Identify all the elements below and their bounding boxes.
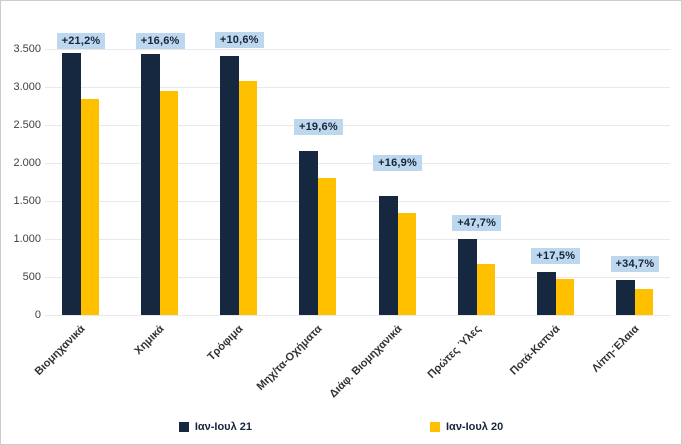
pct-change-badge: +17,5% — [531, 248, 581, 265]
legend-label-jan-jul-21: Ιαν-Ιουλ 21 — [194, 421, 252, 433]
grid-line — [45, 315, 670, 316]
bar-jan-jul-21 — [457, 239, 477, 315]
bar-jan-jul-21 — [141, 54, 161, 315]
bar-jan-jul-20 — [81, 98, 99, 315]
bar-jan-jul-20 — [239, 80, 258, 315]
y-axis-tick-label: 3.000 — [13, 81, 41, 93]
y-axis-tick-label: 3.500 — [13, 43, 41, 55]
bar-jan-jul-21 — [62, 52, 81, 315]
grid-line — [45, 125, 670, 126]
bar-jan-jul-21 — [615, 280, 635, 315]
bar-jan-jul-20 — [397, 212, 416, 315]
y-axis-tick-label: 1.000 — [13, 233, 41, 245]
legend-label-jan-jul-20: Ιαν-Ιουλ 20 — [446, 421, 504, 433]
pct-change-badge: +21,2% — [56, 32, 106, 49]
bar-jan-jul-20 — [634, 289, 653, 315]
pct-change-badge-wrap: +16,9% — [338, 153, 458, 171]
bar-jan-jul-20 — [476, 263, 495, 315]
grid-line — [45, 87, 670, 88]
grid-line — [45, 201, 670, 202]
pct-change-badge-wrap: +34,7% — [575, 254, 681, 273]
pct-change-badge: +19,6% — [293, 118, 343, 135]
pct-change-badge: +10,6% — [214, 31, 264, 48]
pct-change-badge-wrap: +21,2% — [21, 31, 141, 49]
legend-item-jan-jul-21: Ιαν-Ιουλ 21 — [178, 421, 252, 433]
bar-jan-jul-20 — [555, 278, 574, 315]
pct-change-badge: +47,7% — [452, 215, 502, 231]
pct-change-badge: +16,9% — [373, 154, 422, 171]
pct-change-badge-wrap: +16,6% — [100, 31, 220, 50]
pct-change-badge-wrap: +10,6% — [179, 30, 299, 48]
grid-line — [45, 239, 670, 240]
bar-jan-jul-21 — [536, 272, 556, 315]
grid-line — [45, 49, 670, 50]
bar-jan-jul-21 — [299, 150, 319, 315]
pct-change-badge-wrap: +19,6% — [258, 117, 378, 135]
y-axis-tick-label: 2.500 — [13, 119, 41, 131]
y-axis-tick-label: 500 — [22, 271, 41, 283]
bar-jan-jul-21 — [220, 55, 240, 315]
legend-swatch-jan-jul-20 — [430, 422, 440, 432]
y-axis-tick-label: 2.000 — [13, 157, 41, 169]
bar-jan-jul-20 — [318, 177, 337, 315]
grid-line — [45, 163, 670, 164]
chart-legend: Ιαν-Ιουλ 21 Ιαν-Ιουλ 20 — [1, 421, 681, 433]
legend-swatch-jan-jul-21 — [178, 422, 189, 432]
pct-change-badge-wrap: +47,7% — [417, 213, 537, 231]
grid-line — [45, 277, 670, 278]
bar-jan-jul-20 — [160, 91, 179, 315]
pct-change-badge: +34,7% — [610, 256, 660, 273]
y-axis-tick-label: 1.500 — [13, 195, 41, 207]
legend-item-jan-jul-20: Ιαν-Ιουλ 20 — [430, 421, 503, 433]
pct-change-badge: +16,6% — [135, 33, 185, 50]
bar-jan-jul-21 — [378, 195, 398, 315]
pct-change-badge-wrap: +17,5% — [496, 246, 616, 265]
y-axis-tick-label: 0 — [34, 309, 41, 321]
